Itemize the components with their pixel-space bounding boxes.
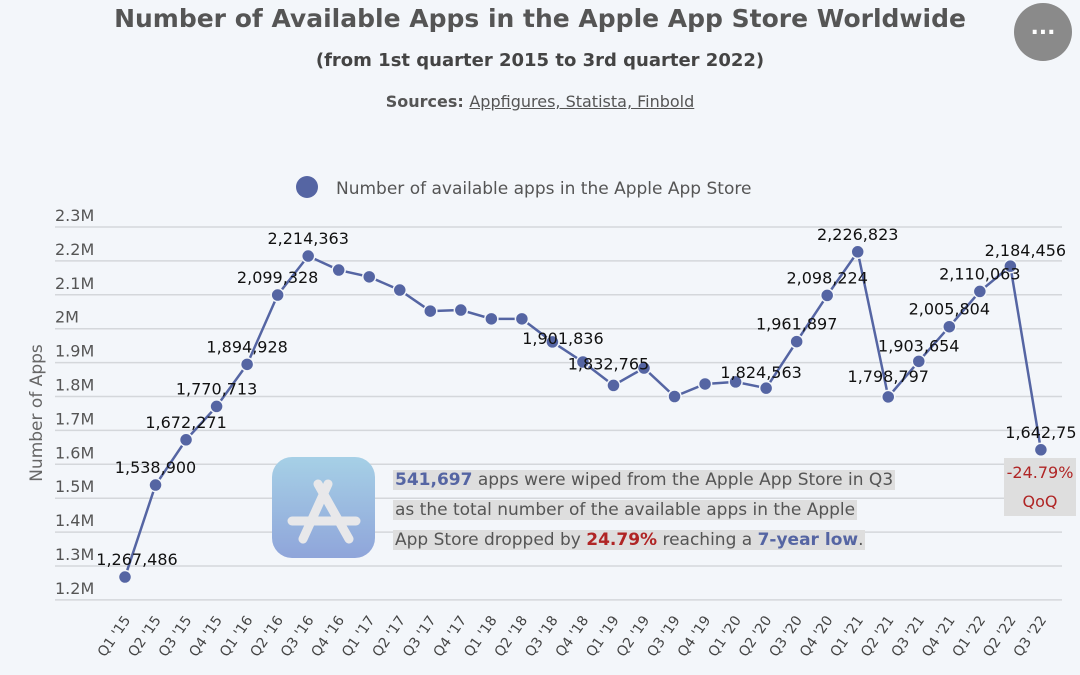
data-point (1033, 442, 1049, 458)
app-store-icon (272, 457, 375, 558)
qoq-pct: -24.79% (1006, 463, 1074, 482)
annotation-line2: as the total number of the available app… (393, 500, 858, 520)
data-label: 1,770,713 (176, 379, 257, 398)
legend-marker (296, 176, 318, 198)
y-tick-label: 1.2M (55, 579, 94, 598)
data-label: 2,005,804 (909, 300, 990, 319)
data-point (789, 334, 804, 349)
data-label: 2,099,328 (237, 268, 318, 287)
data-point (758, 380, 774, 396)
y-tick-label: 1.9M (55, 342, 94, 361)
annotation-line3: App Store dropped by (395, 530, 587, 550)
chart-subtitle: (from 1st quarter 2015 to 3rd quarter 20… (315, 50, 765, 71)
data-label: 2,214,363 (267, 229, 348, 248)
wiped-count: 541,697 (395, 470, 473, 490)
data-point (545, 334, 560, 350)
data-point (117, 569, 133, 585)
data-label: 2,098,224 (786, 268, 867, 287)
data-point (178, 432, 194, 448)
y-axis-title: Number of Apps (27, 344, 47, 482)
y-tick-label: 1.3M (55, 545, 94, 564)
data-label: 1,832,765 (568, 354, 649, 373)
data-point (148, 477, 163, 493)
y-tick-label: 1.7M (55, 409, 94, 428)
qoq-label: QoQ (1022, 492, 1058, 511)
data-label: 1,903,654 (878, 336, 959, 355)
legend-label: Number of available apps in the Apple Ap… (336, 179, 751, 199)
data-label: 2,226,823 (817, 225, 898, 244)
data-label: 1,824,563 (720, 363, 801, 382)
data-label: 2,110,063 (939, 264, 1020, 283)
data-point (484, 311, 499, 327)
data-point (361, 269, 377, 285)
data-label: 1,642,75 (1005, 423, 1076, 442)
drop-pct: 24.79% (586, 530, 658, 550)
chart-menu-button[interactable]: ... (1014, 3, 1072, 61)
data-label: 1,267,486 (96, 550, 177, 569)
data-label: 1,961,897 (756, 315, 837, 334)
y-tick-label: 2.1M (55, 274, 94, 293)
data-point (881, 389, 896, 405)
data-point (270, 287, 285, 303)
data-point (453, 302, 469, 318)
data-label: 1,894,928 (206, 337, 287, 356)
data-point (972, 284, 988, 299)
data-point (911, 354, 927, 369)
data-point (1003, 258, 1018, 274)
data-point (331, 262, 346, 278)
ellipsis-icon: ... (1030, 15, 1056, 40)
data-point (819, 288, 835, 303)
data-label: 1,538,900 (115, 458, 196, 477)
y-tick-label: 1.4M (55, 511, 94, 530)
data-label: 1,798,797 (848, 367, 929, 386)
data-point (606, 378, 621, 393)
y-tick-label: 2M (55, 308, 79, 327)
chart-title: Number of Available Apps in the Apple Ap… (114, 4, 966, 33)
y-tick-label: 1.5M (55, 477, 94, 496)
y-tick-label: 2.3M (55, 206, 94, 225)
data-point (942, 319, 957, 334)
data-point (209, 399, 224, 414)
data-point (667, 389, 682, 404)
data-label: 2,184,456 (985, 241, 1066, 260)
annotation-line3b: reaching a (657, 530, 758, 550)
sources: Sources: Appfigures, Statista, Finbold (0, 92, 1080, 111)
seven-year-low: 7-year low (757, 530, 859, 550)
data-point (300, 248, 316, 264)
qoq-badge: -24.79% QoQ (1004, 458, 1076, 516)
data-point (392, 282, 408, 298)
y-tick-label: 1.6M (55, 443, 94, 462)
annotation-end: . (858, 530, 864, 550)
data-label: 1,901,836 (522, 329, 603, 348)
data-label: 1,672,271 (145, 413, 226, 432)
data-point (728, 374, 743, 390)
y-tick-label: 2.2M (55, 240, 94, 259)
data-point (423, 303, 438, 319)
y-tick-label: 1.8M (55, 376, 94, 395)
data-point (636, 360, 652, 376)
x-tick-label: Q3 '22 (1011, 613, 1051, 660)
sources-link[interactable]: Appfigures, Statista, Finbold (469, 92, 695, 111)
data-point (697, 376, 713, 392)
data-point (850, 244, 865, 260)
data-point (575, 354, 591, 370)
annotation-text: 541,697 apps were wiped from the Apple A… (393, 465, 896, 555)
data-point (514, 311, 530, 327)
data-point (239, 357, 255, 372)
annotation-line1: apps were wiped from the Apple App Store… (472, 470, 894, 490)
sources-label: Sources: (385, 92, 464, 111)
